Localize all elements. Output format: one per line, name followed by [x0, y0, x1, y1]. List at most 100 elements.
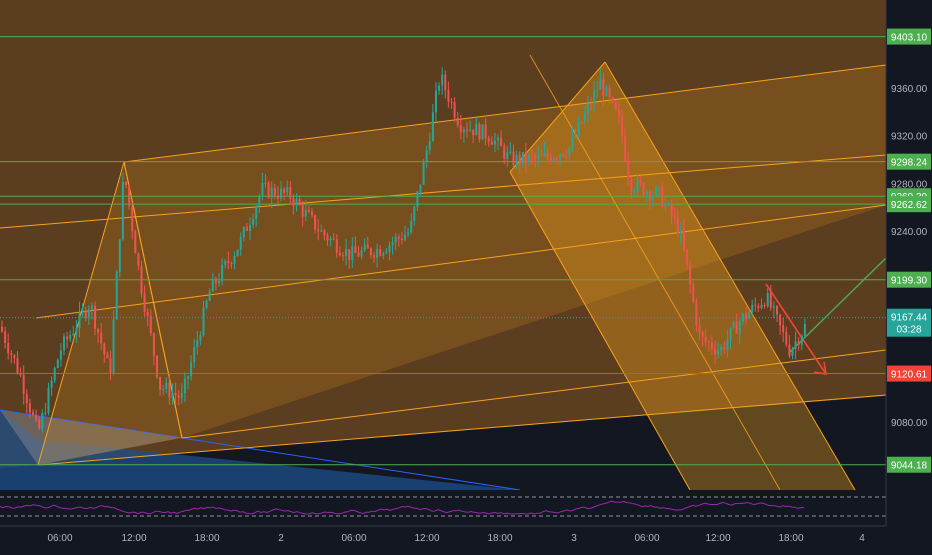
candle-body-179 — [555, 158, 558, 160]
candle-body-38 — [118, 239, 121, 272]
descending-triangle-fill[interactable] — [0, 410, 520, 490]
candle-body-190 — [590, 103, 592, 105]
pitchfork-fill[interactable] — [38, 65, 886, 465]
forecast-up-arrow[interactable] — [789, 257, 887, 353]
candle-body-129 — [400, 238, 403, 241]
candle-body-168 — [521, 152, 524, 164]
candle-body-124 — [385, 251, 388, 254]
candle-body-136 — [422, 162, 425, 185]
candle-body-109 — [338, 252, 341, 256]
candle-body-59 — [183, 378, 186, 394]
candle-body-131 — [407, 232, 410, 235]
candle-body-75 — [233, 255, 236, 264]
candle-body-257 — [797, 341, 800, 345]
level-price-labels: 9403.109298.249269.309262.629199.309120.… — [887, 28, 931, 473]
candle-body-229 — [710, 342, 713, 350]
drawing-tools[interactable] — [0, 0, 887, 491]
candle-body-43 — [134, 231, 137, 254]
candle-body-31 — [97, 328, 100, 333]
candle-body-107 — [332, 238, 335, 240]
candle-body-197 — [611, 97, 614, 102]
candle-body-236 — [732, 322, 735, 328]
candle-body-170 — [528, 155, 530, 163]
candle-body-8 — [25, 394, 28, 404]
descending-channel-fill[interactable] — [510, 62, 855, 490]
candle-body-86 — [267, 182, 270, 198]
candle-body-88 — [273, 187, 276, 196]
level-label-bg-0 — [887, 28, 931, 45]
candle-body-165 — [512, 151, 515, 165]
candle-body-235 — [729, 327, 732, 340]
candle-body-237 — [735, 322, 738, 334]
triangle-edge-line[interactable] — [0, 409, 521, 491]
candlestick-series — [1, 67, 806, 433]
candle-body-220 — [683, 228, 685, 250]
channel-lower-line[interactable] — [35, 204, 887, 319]
last-price-countdown: 03:28 — [896, 325, 921, 336]
candle-body-16 — [50, 380, 53, 388]
candle-body-95 — [295, 199, 298, 206]
candle-body-71 — [221, 264, 224, 281]
candle-body-188 — [583, 112, 586, 123]
level-label-bg-3 — [887, 196, 931, 213]
candle-body-144 — [447, 90, 450, 102]
rsi-pane — [0, 490, 886, 526]
gray-triangle-fill[interactable] — [0, 410, 180, 465]
candle-body-18 — [56, 359, 59, 368]
candle-body-78 — [242, 227, 245, 238]
candle-body-221 — [686, 249, 689, 266]
candle-body-216 — [670, 203, 673, 216]
candle-body-128 — [397, 236, 400, 239]
candle-body-26 — [81, 310, 84, 312]
level-label-0: 9403.10 — [891, 33, 928, 44]
candle-body-20 — [63, 336, 65, 351]
channel-base-line[interactable] — [181, 349, 887, 439]
candle-body-64 — [199, 335, 202, 341]
candle-body-92 — [286, 187, 289, 193]
candle-body-204 — [633, 191, 636, 193]
candle-body-84 — [261, 183, 264, 197]
candle-body-164 — [509, 151, 512, 153]
candle-body-52 — [162, 388, 165, 390]
ascending-channel-fill[interactable] — [0, 0, 886, 468]
descending-channel-top[interactable] — [604, 61, 856, 491]
descending-channel-bottom[interactable] — [509, 171, 691, 491]
candle-body-103 — [320, 230, 323, 232]
candle-body-172 — [534, 156, 537, 159]
candle-body-234 — [726, 339, 729, 350]
candle-body-215 — [667, 203, 670, 205]
candle-body-217 — [673, 215, 676, 218]
channel-top-line[interactable] — [123, 64, 887, 163]
candle-body-127 — [394, 236, 397, 243]
rsi-line — [0, 500, 805, 515]
candle-body-89 — [276, 195, 279, 199]
candle-body-138 — [428, 140, 431, 151]
candle-body-29 — [90, 305, 93, 310]
candle-body-158 — [490, 141, 493, 145]
candle-body-244 — [757, 305, 760, 309]
candle-body-210 — [652, 194, 654, 200]
time-axis[interactable] — [0, 526, 932, 550]
channel-bottom-line[interactable] — [37, 394, 887, 466]
candle-body-12 — [38, 419, 41, 429]
candle-body-183 — [568, 147, 571, 156]
candle-body-69 — [214, 278, 217, 284]
candle-body-10 — [32, 412, 34, 415]
level-label-1: 9298.24 — [891, 158, 928, 169]
price-tick-2: 9280.00 — [891, 179, 928, 190]
candle-body-47 — [146, 311, 149, 317]
forecast-down-arrow[interactable] — [765, 283, 827, 375]
time-tick-0: 06:00 — [47, 533, 72, 544]
candle-body-61 — [190, 362, 193, 377]
candle-body-42 — [131, 205, 134, 232]
candle-body-218 — [676, 217, 679, 234]
candle-body-121 — [376, 249, 379, 258]
descending-channel-mid[interactable] — [529, 54, 781, 491]
candle-body-137 — [425, 150, 428, 163]
channel-middle-line[interactable] — [0, 154, 887, 229]
candle-body-4 — [13, 355, 16, 359]
candle-body-249 — [772, 306, 775, 308]
horizontal-levels[interactable] — [0, 36, 886, 466]
candle-body-155 — [481, 124, 484, 140]
